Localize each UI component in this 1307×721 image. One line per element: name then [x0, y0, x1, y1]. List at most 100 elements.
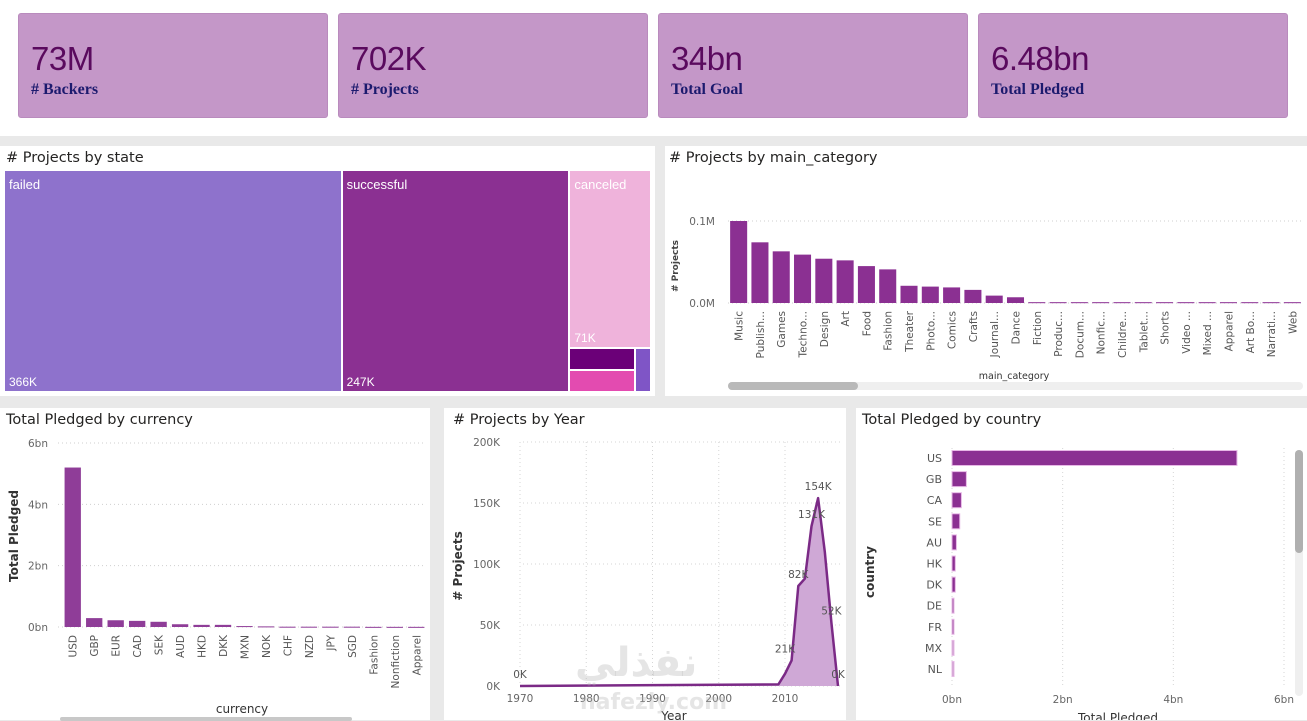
area-fill: [520, 498, 838, 686]
x-tick-label: Design: [819, 311, 831, 347]
chart-title: # Projects by main_category: [669, 150, 878, 166]
vertical-scrollbar-thumb[interactable]: [1295, 450, 1303, 553]
y-axis-title: country: [863, 546, 877, 598]
bar: [300, 626, 318, 628]
bar: [951, 555, 956, 572]
bar: [365, 626, 382, 628]
bar: [1177, 302, 1195, 304]
bar: [1262, 302, 1280, 304]
data-label: 0K: [831, 669, 846, 681]
y-tick-label: HK: [927, 558, 943, 571]
y-tick-label: 0.1M: [689, 216, 715, 228]
treemap-cell[interactable]: [570, 349, 634, 370]
panel-pledged-by-currency[interactable]: Total Pledged by currency 0bn 2bn 4bn 6bn To…: [0, 408, 430, 721]
treemap-cell-label: failed: [9, 177, 41, 192]
treemap-cell-label: canceled: [574, 177, 627, 192]
bar: [64, 467, 81, 627]
bar: [951, 450, 1238, 466]
bar: [951, 492, 962, 509]
y-tick-label: MX: [925, 642, 942, 655]
y-tick-label: 0K: [486, 681, 501, 693]
data-label: 82K: [788, 569, 809, 581]
panel-pledged-by-country[interactable]: Total Pledged by country 0bn 2bn 4bn 6bn US G…: [856, 408, 1307, 720]
x-tick-label: Childre...: [1117, 311, 1129, 358]
bar: [322, 626, 339, 628]
treemap-cell-value: 366K: [9, 375, 38, 389]
chart-title: Total Pledged by currency: [6, 412, 193, 428]
bar: [1156, 302, 1174, 304]
x-tick-label: Games: [776, 311, 788, 348]
y-tick-label: 200K: [473, 437, 501, 449]
bar: [951, 534, 957, 551]
x-tick-label: Nonfiction: [390, 635, 402, 688]
y-tick-label: US: [927, 452, 942, 465]
bar: [193, 624, 210, 627]
x-tick-label: Apparel: [411, 635, 423, 675]
x-tick-label: GBP: [89, 635, 101, 657]
horizontal-scrollbar-thumb[interactable]: [728, 382, 858, 390]
x-tick-label: CHF: [282, 635, 294, 656]
x-tick-label: Art: [840, 311, 852, 327]
bar: [128, 620, 146, 627]
x-tick-label: Produc...: [1053, 311, 1065, 357]
treemap-cell-successful[interactable]: successful 247K: [342, 171, 569, 391]
y-tick-label: 100K: [473, 559, 501, 571]
bar: [1113, 302, 1131, 304]
x-tick-label: CAD: [132, 635, 144, 658]
y-tick-label: DE: [927, 600, 942, 613]
treemap-cell-label: successful: [346, 177, 408, 192]
y-tick-label: CA: [927, 494, 943, 507]
y-tick-label: DK: [926, 579, 942, 592]
bar: [772, 251, 790, 303]
y-tick-label: GB: [926, 473, 942, 486]
x-tick-label: EUR: [111, 635, 123, 657]
bar: [86, 618, 103, 627]
bar: [951, 576, 956, 593]
area-line: [519, 496, 840, 688]
kpi-card-total-goal[interactable]: 34bn Total Goal: [658, 13, 968, 118]
x-tick-label: Video ...: [1181, 311, 1193, 354]
treemap-cell-value: 71K: [574, 331, 596, 346]
x-tick-label: NZD: [304, 635, 316, 658]
panel-projects-by-state[interactable]: # Projects by state failed 366K successful…: [0, 146, 655, 396]
treemap-cell-failed[interactable]: failed 366K: [5, 171, 341, 391]
x-axis-title: Total Pledged: [1077, 711, 1158, 720]
treemap-cell[interactable]: [635, 349, 650, 391]
bar: [985, 295, 1003, 303]
x-tick-label: Music: [734, 311, 746, 341]
bar: [257, 626, 275, 628]
y-axis-title: Total Pledged: [7, 490, 21, 582]
bar: [279, 626, 296, 628]
y-tick-label: FR: [928, 621, 942, 634]
bar: [951, 661, 955, 677]
kpi-card-projects[interactable]: 702K # Projects: [338, 13, 648, 118]
treemap-cell-canceled[interactable]: canceled 71K: [570, 171, 650, 348]
vertical-scrollbar-track[interactable]: [1295, 450, 1303, 696]
bar: [900, 285, 918, 303]
x-axis-title: main_category: [979, 371, 1050, 382]
bar: [836, 260, 854, 303]
y-axis-title: # Projects: [451, 531, 465, 600]
bar: [1049, 302, 1067, 304]
x-axis-title: currency: [216, 702, 268, 716]
horizontal-scrollbar-thumb[interactable]: [60, 717, 352, 721]
kpi-card-total-pledged[interactable]: 6.48bn Total Pledged: [978, 13, 1288, 118]
x-tick-label: Food: [861, 311, 873, 336]
year-area-chart: 0K 50K 100K 150K 200K 1970 1980 1990 2000 2010 0K 2…: [451, 437, 846, 720]
horizontal-scrollbar-track[interactable]: [728, 382, 1303, 390]
bar: [951, 513, 961, 530]
y-tick-label: 2bn: [28, 561, 48, 573]
kpi-card-backers[interactable]: 73M # Backers: [18, 13, 328, 118]
panel-projects-by-main-category[interactable]: # Projects by main_category 0.0M 0.1M # Pr…: [665, 146, 1307, 396]
kpi-label: Total Goal: [671, 81, 743, 98]
treemap-cell[interactable]: [570, 371, 634, 391]
bar: [150, 621, 167, 627]
y-tick-label: 150K: [473, 498, 501, 510]
x-tick-label: Crafts: [968, 311, 980, 342]
bar: [730, 221, 748, 303]
treemap: failed 366K successful 247K canceled 71K: [4, 170, 651, 392]
panel-projects-by-year[interactable]: # Projects by Year 0K 50K 100K 150K 200K 1970…: [444, 408, 846, 720]
x-tick-label: 2000: [705, 693, 732, 705]
bar: [1006, 297, 1025, 303]
data-label: 52K: [821, 606, 842, 618]
